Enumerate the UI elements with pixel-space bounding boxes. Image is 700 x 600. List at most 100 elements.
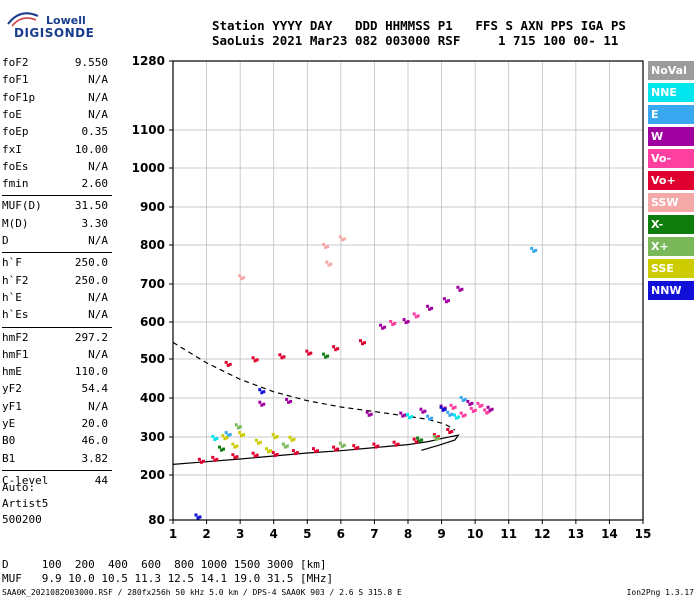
param-name: C-level <box>2 473 49 487</box>
echo-dot <box>327 263 331 267</box>
echo-dot <box>372 442 376 446</box>
echo-point <box>449 403 457 410</box>
echo-dot <box>468 402 472 406</box>
param-row: foF1p N/A <box>2 91 110 108</box>
param-value: N/A <box>88 399 108 413</box>
x-tick-label: 2 <box>202 527 210 541</box>
echo-dot <box>269 449 272 453</box>
legend-item: SSE <box>648 259 694 278</box>
echo-dot <box>197 457 201 461</box>
echo-dot <box>287 400 291 404</box>
echo-dot <box>396 442 400 446</box>
echo-point <box>446 428 454 434</box>
echo-dot <box>416 314 420 318</box>
echo-dot <box>275 435 279 439</box>
echo-dot <box>532 249 536 253</box>
echo-dot <box>221 434 225 438</box>
echo-point <box>288 435 296 442</box>
echo-dot <box>336 347 340 351</box>
echo-point <box>426 304 434 311</box>
echo-point <box>254 438 262 445</box>
echo-point <box>406 413 413 420</box>
echo-point <box>476 401 484 408</box>
echo-dot <box>441 408 445 412</box>
echo-dot <box>480 403 484 407</box>
echo-dot <box>285 397 289 401</box>
echo-dot <box>238 274 242 278</box>
echo-point <box>389 320 397 326</box>
echo-dot <box>421 410 425 414</box>
chart-grid <box>172 60 644 521</box>
distance-row: D 100 200 400 600 800 1000 1500 3000 [km… <box>2 558 327 571</box>
echo-dot <box>228 362 232 366</box>
echo-dot <box>242 276 246 280</box>
echo-dot <box>255 358 259 362</box>
echo-point <box>312 447 319 454</box>
param-name: h`E <box>2 290 22 304</box>
echo-dot <box>254 438 258 442</box>
echo-dot <box>392 440 396 444</box>
height-profile-curves <box>172 341 460 465</box>
echo-dot <box>458 288 462 292</box>
echo-point <box>197 457 205 464</box>
echo-point <box>322 243 330 249</box>
echo-dot <box>258 400 262 404</box>
echo-dot <box>451 406 455 410</box>
echo-dot <box>314 450 317 454</box>
x-tick-label: 4 <box>270 527 278 541</box>
echo-dot <box>389 320 393 323</box>
echo-dot <box>436 437 440 440</box>
echo-dot <box>363 341 366 345</box>
echo-dot <box>420 438 424 442</box>
echo-point <box>258 400 266 407</box>
echo-point <box>224 431 232 438</box>
echo-dot <box>361 342 364 346</box>
param-name: M(D) <box>2 216 29 230</box>
param-separator <box>2 195 112 197</box>
legend-item: Vo- <box>648 149 694 168</box>
echo-point <box>238 274 246 281</box>
echo-dot <box>258 388 262 392</box>
echo-dot <box>430 306 434 310</box>
echo-dot <box>408 416 411 420</box>
y-tick-label: 900 <box>140 200 165 214</box>
x-tick-label: 9 <box>437 527 445 541</box>
echo-dot <box>419 407 423 411</box>
echo-dot <box>233 456 237 460</box>
echo-dot <box>381 326 385 330</box>
echo-dot <box>340 444 344 448</box>
echo-point <box>426 414 434 421</box>
echo-point <box>332 445 340 452</box>
x-tick-label: 3 <box>236 527 244 541</box>
echo-dot <box>485 411 489 415</box>
logo-lowell-text: Lowell <box>46 14 86 27</box>
echo-dot <box>211 455 215 459</box>
echo-dot <box>418 439 422 443</box>
param-name: yF1 <box>2 399 22 413</box>
echo-point <box>459 411 467 418</box>
echo-point <box>469 406 477 413</box>
echo-point <box>271 451 279 457</box>
legend-item: NNE <box>648 83 694 102</box>
echo-dot <box>446 410 450 414</box>
echo-dot <box>194 513 198 517</box>
echo-dot <box>242 433 246 437</box>
echo-point <box>211 455 219 462</box>
param-value: N/A <box>88 347 108 361</box>
echo-dot <box>399 411 403 415</box>
param-name: hmF2 <box>2 330 29 344</box>
echo-dot <box>326 354 330 358</box>
echo-dot <box>231 442 235 446</box>
echo-dot <box>488 408 492 412</box>
x-tick-label: 8 <box>404 527 412 541</box>
echo-dot <box>414 440 418 444</box>
param-value: 31.50 <box>74 199 108 213</box>
param-name: fmin <box>2 177 29 191</box>
echo-dot <box>240 434 244 438</box>
echo-point <box>258 388 266 395</box>
param-row: h`F2 250.0 <box>2 274 110 291</box>
echo-dot <box>213 438 217 441</box>
version-label: Ion2Png 1.3.17 <box>626 588 694 597</box>
echo-point <box>416 436 424 443</box>
param-name: foEs <box>2 159 29 173</box>
